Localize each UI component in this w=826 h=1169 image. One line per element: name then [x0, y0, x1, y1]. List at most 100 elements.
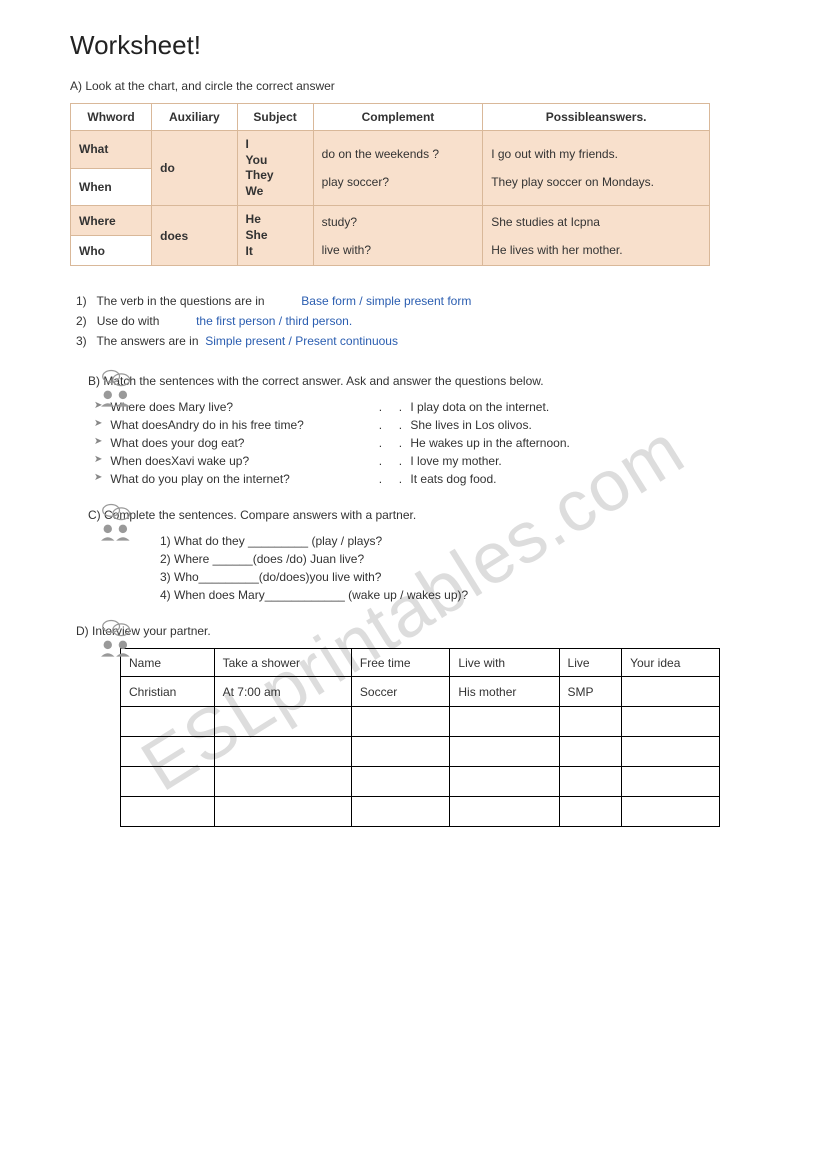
cell [351, 797, 449, 827]
chart-ans-1: I go out with my friends. They play socc… [483, 131, 710, 206]
chart-header-aux: Auxiliary [152, 104, 237, 131]
section-a-questions: 1) The verb in the questions are in Base… [76, 294, 756, 348]
cell [622, 677, 720, 707]
chart-header-answers: Possibleanswers. [483, 104, 710, 131]
dot: . [390, 472, 410, 486]
chart-wh-when: When [71, 168, 152, 206]
match-item: ➤When doesXavi wake up?..I love my mothe… [94, 454, 756, 468]
q1-options: Base form / simple present form [301, 294, 471, 308]
discussion-icon [96, 618, 138, 660]
match-a: I love my mother. [410, 454, 756, 468]
cell [121, 797, 215, 827]
chart-wh-what: What [71, 131, 152, 169]
chart-wh-who: Who [71, 236, 152, 266]
bullet-icon: ➤ [94, 418, 102, 432]
cell [351, 707, 449, 737]
q1-num: 1) [76, 294, 87, 308]
cell [622, 797, 720, 827]
dot: . [370, 472, 390, 486]
section-a-label: A) Look at the chart, and circle the cor… [70, 79, 756, 93]
complete-item: 2) Where ______(does /do) Juan live? [160, 552, 756, 566]
q3-options: Simple present / Present continuous [205, 334, 398, 348]
chart-header-subject: Subject [237, 104, 313, 131]
cell [214, 767, 351, 797]
bullet-icon: ➤ [94, 472, 102, 486]
cell [559, 797, 622, 827]
cell [121, 737, 215, 767]
cell [214, 797, 351, 827]
match-q: Where does Mary live? [110, 400, 370, 414]
bullet-icon: ➤ [94, 436, 102, 450]
chart-comp-1: do on the weekends ? play soccer? [313, 131, 483, 206]
cell [214, 707, 351, 737]
section-d: D) Interview your partner. Name Take a s… [70, 624, 756, 827]
complete-item: 3) Who_________(do/does)you live with? [160, 570, 756, 584]
cell [121, 767, 215, 797]
match-q: What does your dog eat? [110, 436, 370, 450]
dot: . [390, 400, 410, 414]
col-live: Live [559, 649, 622, 677]
cell [622, 767, 720, 797]
cell: Soccer [351, 677, 449, 707]
dot: . [390, 454, 410, 468]
question-1: 1) The verb in the questions are in Base… [76, 294, 756, 308]
dot: . [370, 454, 390, 468]
col-youridea: Your idea [622, 649, 720, 677]
table-row [121, 707, 720, 737]
chart-header-whword: Whword [71, 104, 152, 131]
section-b: B) Match the sentences with the correct … [70, 374, 756, 486]
page: Worksheet! A) Look at the chart, and cir… [0, 0, 826, 879]
match-a: I play dota on the internet. [410, 400, 756, 414]
match-item: ➤Where does Mary live?..I play dota on t… [94, 400, 756, 414]
cell [622, 737, 720, 767]
dot: . [390, 418, 410, 432]
q3-pre: The answers are in [96, 334, 198, 348]
cell [214, 737, 351, 767]
col-shower: Take a shower [214, 649, 351, 677]
cell: Christian [121, 677, 215, 707]
section-c-label: C) Complete the sentences. Compare answe… [88, 508, 756, 522]
dot: . [390, 436, 410, 450]
match-q: When doesXavi wake up? [110, 454, 370, 468]
q2-num: 2) [76, 314, 87, 328]
cell [450, 797, 559, 827]
interview-table: Name Take a shower Free time Live with L… [120, 648, 720, 827]
question-2: 2) Use do with the first person / third … [76, 314, 756, 328]
q3-num: 3) [76, 334, 87, 348]
match-item: ➤What does your dog eat?..He wakes up in… [94, 436, 756, 450]
chart-header-complement: Complement [313, 104, 483, 131]
chart-aux-do: do [152, 131, 237, 206]
cell: SMP [559, 677, 622, 707]
cell [450, 767, 559, 797]
complete-item: 4) When does Mary____________ (wake up /… [160, 588, 756, 602]
dot: . [370, 400, 390, 414]
table-header-row: Name Take a shower Free time Live with L… [121, 649, 720, 677]
chart-comp-2: study? live with? [313, 206, 483, 266]
cell [121, 707, 215, 737]
match-q: What doesAndry do in his free time? [110, 418, 370, 432]
cell: His mother [450, 677, 559, 707]
q2-options: the first person / third person. [196, 314, 352, 328]
cell [351, 767, 449, 797]
dot: . [370, 418, 390, 432]
cell [450, 737, 559, 767]
cell [622, 707, 720, 737]
q1-pre: The verb in the questions are in [96, 294, 264, 308]
complete-item: 1) What do they _________ (play / plays? [160, 534, 756, 548]
cell [351, 737, 449, 767]
discussion-icon [96, 502, 138, 544]
discussion-icon [96, 368, 138, 410]
grammar-chart: Whword Auxiliary Subject Complement Poss… [70, 103, 710, 266]
question-3: 3) The answers are in Simple present / P… [76, 334, 756, 348]
chart-subj-2: He She It [237, 206, 313, 266]
table-row [121, 797, 720, 827]
cell [559, 767, 622, 797]
dot: . [370, 436, 390, 450]
cell [450, 707, 559, 737]
section-d-label: D) Interview your partner. [76, 624, 756, 638]
cell: At 7:00 am [214, 677, 351, 707]
match-q: What do you play on the internet? [110, 472, 370, 486]
table-row [121, 737, 720, 767]
col-livewith: Live with [450, 649, 559, 677]
match-list: ➤Where does Mary live?..I play dota on t… [94, 400, 756, 486]
